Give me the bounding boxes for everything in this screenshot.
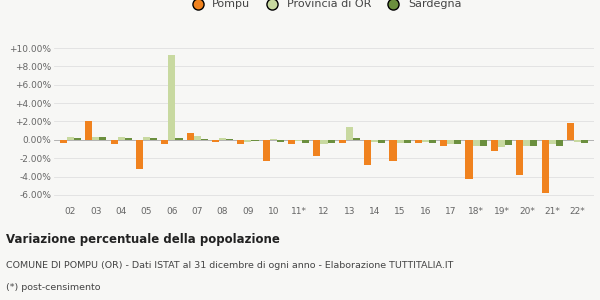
Bar <box>244 140 251 142</box>
Bar <box>143 137 150 140</box>
Bar <box>574 140 581 142</box>
Bar <box>447 140 454 144</box>
Bar <box>429 140 436 143</box>
Bar <box>378 140 385 143</box>
Bar <box>125 138 132 140</box>
Bar <box>415 140 422 142</box>
Bar <box>219 138 226 140</box>
Bar <box>339 140 346 142</box>
Bar <box>110 140 118 144</box>
Bar <box>175 138 182 140</box>
Bar <box>473 140 479 146</box>
Bar <box>277 140 284 142</box>
Bar <box>118 137 125 140</box>
Bar <box>212 140 219 142</box>
Bar <box>556 140 563 146</box>
Bar <box>530 140 538 146</box>
Bar <box>226 139 233 140</box>
Bar <box>567 123 574 140</box>
Bar <box>263 140 270 161</box>
Bar <box>466 140 473 179</box>
Bar <box>187 134 194 140</box>
Bar <box>288 140 295 144</box>
Bar <box>100 137 106 140</box>
Legend: Pompu, Provincia di OR, Sardegna: Pompu, Provincia di OR, Sardegna <box>182 0 466 14</box>
Bar <box>313 140 320 156</box>
Bar <box>150 138 157 140</box>
Bar <box>371 140 378 142</box>
Bar <box>251 140 259 141</box>
Bar <box>542 140 548 193</box>
Bar <box>201 139 208 140</box>
Bar <box>516 140 523 175</box>
Text: Variazione percentuale della popolazione: Variazione percentuale della popolazione <box>6 232 280 245</box>
Bar <box>440 140 447 146</box>
Bar <box>67 137 74 140</box>
Text: (*) post-censimento: (*) post-censimento <box>6 284 101 292</box>
Bar <box>422 140 429 142</box>
Bar <box>498 140 505 147</box>
Bar <box>353 138 360 140</box>
Bar <box>523 140 530 146</box>
Bar <box>92 137 100 140</box>
Bar <box>397 140 404 143</box>
Bar <box>136 140 143 169</box>
Bar <box>194 136 201 140</box>
Text: COMUNE DI POMPU (OR) - Dati ISTAT al 31 dicembre di ogni anno - Elaborazione TUT: COMUNE DI POMPU (OR) - Dati ISTAT al 31 … <box>6 261 454 270</box>
Bar <box>404 140 411 143</box>
Bar <box>169 55 175 140</box>
Bar <box>270 139 277 140</box>
Bar <box>328 140 335 142</box>
Bar <box>548 140 556 144</box>
Bar <box>295 140 302 141</box>
Bar <box>346 127 353 140</box>
Bar <box>581 140 588 143</box>
Bar <box>161 140 169 144</box>
Bar <box>479 140 487 146</box>
Bar <box>74 138 81 140</box>
Bar <box>237 140 244 144</box>
Bar <box>454 140 461 144</box>
Bar <box>364 140 371 165</box>
Bar <box>320 140 328 144</box>
Bar <box>491 140 498 151</box>
Bar <box>302 140 309 142</box>
Bar <box>505 140 512 145</box>
Bar <box>60 140 67 143</box>
Bar <box>85 122 92 140</box>
Bar <box>389 140 397 161</box>
